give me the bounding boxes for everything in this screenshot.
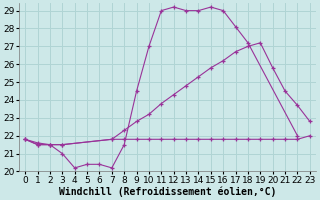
X-axis label: Windchill (Refroidissement éolien,°C): Windchill (Refroidissement éolien,°C) xyxy=(59,186,276,197)
